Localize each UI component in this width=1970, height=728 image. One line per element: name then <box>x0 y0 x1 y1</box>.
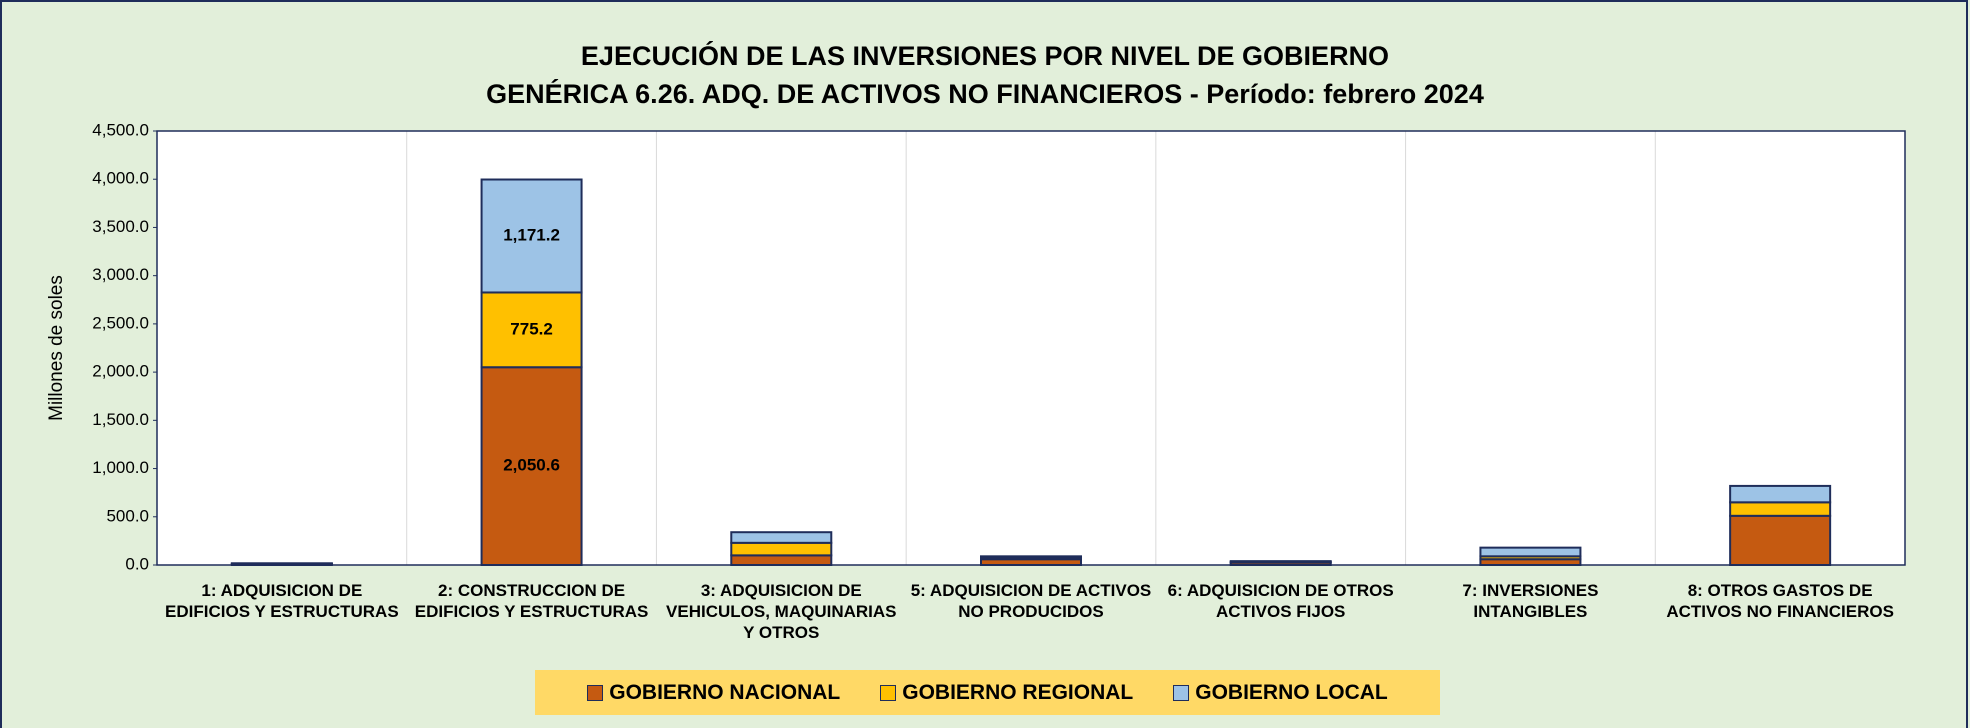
y-tick-label: 4,500.0 <box>92 120 149 139</box>
bar-segment <box>730 531 833 544</box>
legend: GOBIERNO NACIONAL GOBIERNO REGIONAL GOBIER… <box>535 670 1440 715</box>
y-tick-label: 0.0 <box>125 554 149 573</box>
y-axis-label: Millones de soles <box>46 275 67 421</box>
legend-swatch <box>880 684 897 701</box>
x-tick-label: 1: ADQUISICION DE EDIFICIOS Y ESTRUCTURA… <box>165 581 399 621</box>
bar-segment <box>1729 514 1832 567</box>
x-tick-label: 6: ADQUISICION DE OTROS ACTIVOS FIJOS <box>1167 581 1394 621</box>
y-tick-label: 1,500.0 <box>92 410 149 429</box>
bar-segment <box>1729 501 1832 517</box>
bar-segment <box>480 366 583 566</box>
y-tick-label: 4,000.0 <box>92 169 149 188</box>
x-tick-label: 8: OTROS GASTOS DE ACTIVOS NO FINANCIERO… <box>1666 581 1894 621</box>
legend-swatch <box>1173 684 1190 701</box>
legend-item: GOBIERNO LOCAL <box>1173 681 1388 705</box>
bar-segment <box>480 178 583 294</box>
chart-subtitle: GENÉRICA 6.26. ADQ. DE ACTIVOS NO FINANC… <box>486 78 1484 109</box>
x-tick-label: 5: ADQUISICION DE ACTIVOS NO PRODUCIDOS <box>910 581 1152 621</box>
bar-segment <box>1479 546 1582 558</box>
plot-border <box>156 130 1906 566</box>
data-label: 2,050.6 <box>503 456 560 475</box>
legend-label: GOBIERNO NACIONAL <box>609 680 841 704</box>
y-tick-label: 2,000.0 <box>92 362 149 381</box>
y-tick-label: 1,000.0 <box>92 458 149 477</box>
legend-swatch <box>587 684 604 701</box>
x-tick-label: 2: CONSTRUCCION DE EDIFICIOS Y ESTRUCTUR… <box>414 581 649 621</box>
y-tick-label: 500.0 <box>106 506 149 525</box>
data-label: 775.2 <box>510 319 553 338</box>
legend-label: GOBIERNO REGIONAL <box>902 680 1134 704</box>
y-tick-label: 2,500.0 <box>92 313 149 332</box>
plot-area <box>157 131 1905 565</box>
bar-segment <box>1229 560 1332 564</box>
bar-segment <box>980 555 1082 560</box>
bar-segment <box>730 554 833 566</box>
bar-segment <box>730 541 833 557</box>
y-tick-label: 3,000.0 <box>92 265 149 284</box>
bar-segment <box>480 291 583 369</box>
data-label: 1,171.2 <box>503 225 560 244</box>
y-tick-label: 3,500.0 <box>92 217 149 236</box>
bar-segment <box>1729 484 1832 504</box>
x-tick-label: 3: ADQUISICION DE VEHICULOS, MAQUINARIAS… <box>666 581 897 642</box>
legend-item: GOBIERNO NACIONAL <box>587 681 840 705</box>
legend-label: GOBIERNO LOCAL <box>1195 680 1388 704</box>
x-tick-label: 7: INVERSIONES INTANGIBLES <box>1462 581 1599 621</box>
legend-item: GOBIERNO REGIONAL <box>880 681 1133 705</box>
chart-title: EJECUCIÓN DE LAS INVERSIONES POR NIVEL D… <box>581 40 1389 71</box>
